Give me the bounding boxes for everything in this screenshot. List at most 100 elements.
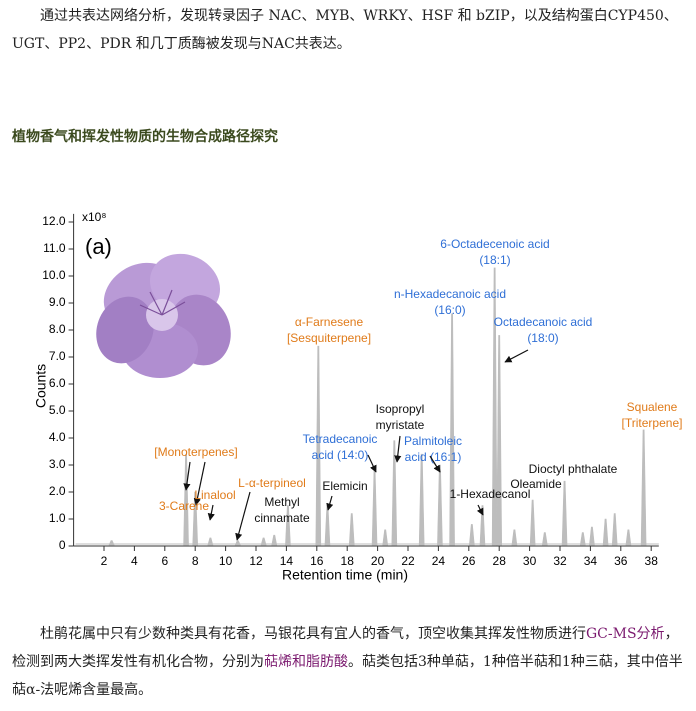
x-tick-label: 16 (310, 554, 324, 568)
link[interactable]: 萜烯和脂肪酸 (264, 654, 348, 670)
y-tick-label: 10.0 (42, 268, 66, 282)
annotation: n-Hexadecanoic acid (394, 287, 506, 301)
x-tick-label: 8 (192, 554, 199, 568)
annotation: L-α-terpineol (238, 476, 306, 490)
paragraph: 通过共表达网络分析，发现转录因子 NAC、MYB、WRKY、HSF 和 bZIP… (12, 8, 678, 52)
chart: (a) x10⁸ Counts Retention time (min) 0 1.… (33, 210, 683, 583)
peak (611, 513, 618, 546)
annotation: myristate (376, 418, 425, 432)
peak (207, 537, 214, 546)
y-axis-label: Counts (33, 364, 49, 408)
link[interactable]: GC-MS分析 (586, 626, 665, 642)
annotation: Methyl (264, 495, 299, 509)
annotation: Elemicin (322, 479, 367, 493)
annotation-arrow (504, 349, 529, 363)
x-tick-label: 14 (280, 554, 294, 568)
paragraph: 杜鹃花属中只有少数种类具有花香，马银花具有宜人的香气，顶空收集其挥发性物质进行G… (12, 620, 688, 704)
peak (625, 529, 632, 546)
peak (561, 480, 568, 546)
x-tick-label: 34 (584, 554, 598, 568)
x-tick-label: 28 (493, 554, 507, 568)
y-tick-label: 4.0 (49, 430, 66, 444)
x-tick-label: 32 (553, 554, 567, 568)
text-run: 。萜类包括3种单萜，1种倍半萜和1种三萜，其中倍半萜α-法呢烯含量最高。 (12, 654, 683, 698)
section-heading: 植物香气和挥发性物质的生物合成路径探究 (12, 129, 278, 145)
x-tick-label: 38 (645, 554, 659, 568)
y-tick-label: 0 (59, 538, 66, 552)
peak (491, 267, 498, 546)
x-tick-label: 24 (432, 554, 446, 568)
peak (579, 532, 586, 546)
y-tick-label: 6.0 (49, 376, 66, 390)
peak (348, 513, 355, 546)
annotation-arrow (326, 495, 334, 511)
x-tick-label: 26 (462, 554, 476, 568)
x-tick-label: 4 (131, 554, 138, 568)
y-tick-label: 7.0 (49, 349, 66, 363)
peak (469, 524, 475, 546)
x-tick-label: 12 (249, 554, 263, 568)
y-tick-label: 1.0 (49, 511, 66, 525)
y-tick-label: 8.0 (49, 322, 66, 336)
annotation: (16:0) (434, 303, 465, 317)
y-multiplier: x10⁸ (82, 210, 106, 224)
peak (234, 540, 241, 546)
annotation: Isopropyl (376, 402, 425, 416)
annotation: Palmitoleic (404, 434, 462, 448)
annotation: [Triterpene] (622, 416, 683, 430)
peak (391, 440, 398, 546)
peak (371, 470, 378, 546)
x-tick-label: 2 (101, 554, 108, 568)
x-tick-label: 18 (341, 554, 355, 568)
peak (437, 464, 443, 546)
annotation-arrow (183, 461, 191, 491)
annotation: Tetradecanoic (303, 432, 378, 446)
annotation-arrow (235, 491, 251, 541)
peak (271, 534, 278, 546)
x-tick-label: 10 (219, 554, 233, 568)
peak (511, 529, 518, 546)
flower-image (96, 253, 231, 378)
annotation: 6-Octadecenoic acid (440, 237, 549, 251)
text-run: 杜鹃花属中只有少数种类具有花香，马银花具有宜人的香气，顶空收集其挥发性物质进行 (40, 626, 586, 642)
annotation: Dioctyl phthalate (529, 462, 618, 476)
x-tick-label: 36 (614, 554, 628, 568)
peak (541, 532, 548, 546)
annotation-arrow (429, 455, 441, 473)
x-tick-label: 30 (523, 554, 537, 568)
annotation: Squalene (627, 400, 678, 414)
y-tick-label: 3.0 (49, 457, 66, 471)
annotation-arrow (193, 461, 206, 506)
panel-label: (a) (85, 234, 112, 259)
x-tick-label: 20 (371, 554, 385, 568)
y-tick-label: 9.0 (49, 295, 66, 309)
annotation: [Sesquiterpene] (287, 331, 371, 345)
peak (285, 505, 291, 546)
annotation: [Monoterpenes] (154, 445, 237, 459)
annotation: (18:0) (527, 331, 558, 345)
annotation: Linalool (194, 488, 235, 502)
peak (315, 345, 322, 546)
text-run: ，检测到两大类挥发性有机化合物，分别为 (12, 626, 679, 670)
y-tick-label: 11.0 (43, 241, 66, 255)
peak (260, 537, 267, 546)
y-tick-label: 5.0 (49, 403, 66, 417)
annotation: acid (16:1) (405, 450, 462, 464)
x-tick-label: 6 (161, 554, 168, 568)
annotation: cinnamate (254, 511, 310, 525)
annotation: acid (14:0) (312, 448, 369, 462)
annotation-arrow (207, 504, 215, 521)
annotation: (18:1) (479, 253, 510, 267)
annotation: 1-Hexadecanol (450, 487, 531, 501)
peak (589, 526, 595, 546)
x-tick-label: 22 (401, 554, 415, 568)
annotation: α-Farnesene (295, 315, 364, 329)
y-tick-label: 2.0 (49, 484, 66, 498)
x-axis-label: Retention time (min) (282, 567, 408, 583)
peak (192, 491, 199, 546)
peak (449, 313, 455, 546)
annotation: 3-Carene (159, 499, 209, 513)
peak (418, 453, 425, 546)
peak (324, 505, 331, 546)
